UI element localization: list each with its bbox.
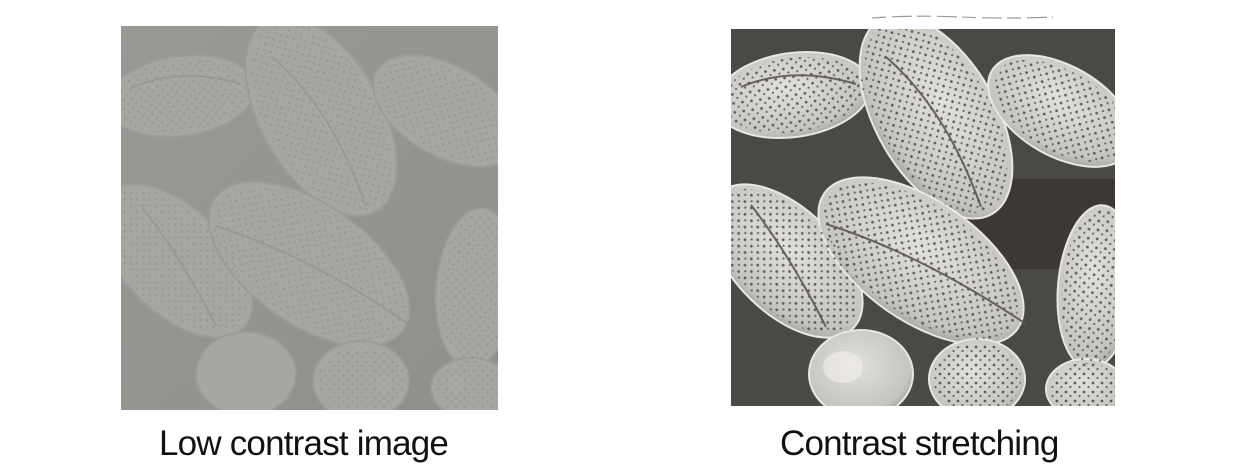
top-scratch-mark [871, 15, 1054, 19]
low-contrast-image [121, 26, 498, 410]
contrast-stretched-image [731, 29, 1115, 406]
low-contrast-caption: Low contrast image [159, 424, 449, 463]
pollen-grain [195, 331, 297, 410]
contrast-stretching-caption: Contrast stretching [780, 424, 1059, 463]
